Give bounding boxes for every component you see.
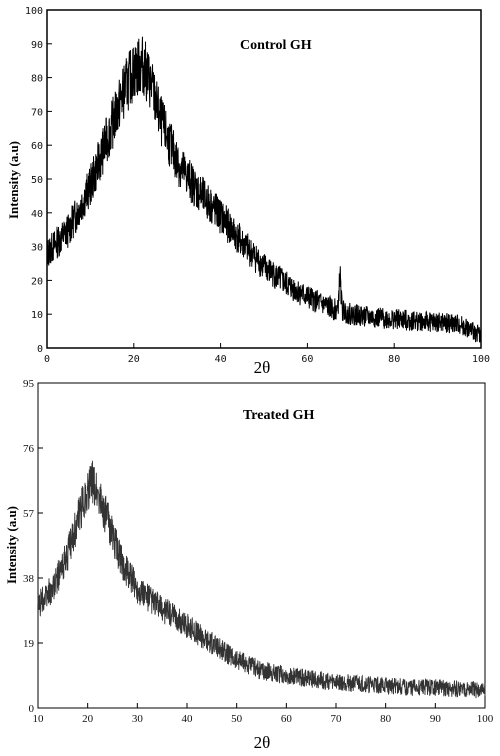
x-tick-label: 70	[331, 713, 343, 725]
x-tick-label: 0	[44, 354, 50, 365]
x-tick-label: 40	[215, 354, 227, 365]
axis-ticks: 10 20 30 40 50 60 70 80 90 100 0 19 38 57 76 95	[23, 378, 494, 725]
plot-frame	[46, 9, 482, 349]
y-tick-label: 50	[31, 175, 43, 186]
x-axis-title: 2θ	[254, 358, 271, 377]
y-axis-title: Intensity (a.u)	[6, 141, 21, 219]
x-tick-label: 20	[128, 354, 140, 365]
plot-frame	[37, 382, 486, 709]
x-tick-label: 80	[388, 354, 400, 365]
chart-treated-gh: 10 20 30 40 50 60 70 80 90 100 0 19 38 57 76 95 Treated…	[4, 378, 494, 752]
y-tick-label: 19	[23, 638, 35, 650]
y-tick-label: 30	[31, 243, 43, 254]
y-tick-label: 57	[23, 508, 35, 520]
y-tick-label: 40	[31, 209, 43, 220]
series-line	[37, 460, 486, 699]
x-tick-label: 50	[231, 713, 243, 725]
x-tick-label: 60	[281, 713, 293, 725]
x-axis-title: 2θ	[254, 733, 271, 752]
x-tick-label: 80	[380, 713, 392, 725]
y-tick-label: 10	[31, 310, 43, 321]
y-tick-label: 20	[31, 276, 43, 287]
x-tick-label: 20	[82, 713, 94, 725]
x-tick-label: 60	[301, 354, 313, 365]
x-tick-label: 40	[182, 713, 194, 725]
y-tick-label: 76	[23, 443, 35, 455]
series-line	[46, 36, 482, 343]
y-tick-label: 80	[31, 74, 43, 85]
y-tick-label: 0	[37, 344, 43, 355]
x-tick-label: 90	[430, 713, 442, 725]
y-axis-title: Intensity (a.u)	[4, 506, 19, 584]
y-tick-label: 0	[29, 703, 35, 715]
chart-control-gh: 0 20 40 60 80 100 0 10 20 30 40 50 60 70 80 90 100 Contr…	[6, 6, 490, 377]
chart-title: Control GH	[240, 38, 312, 53]
x-tick-label: 10	[33, 713, 45, 725]
y-tick-label: 70	[31, 107, 43, 118]
x-tick-label: 30	[132, 713, 144, 725]
y-tick-label: 95	[23, 378, 35, 390]
y-tick-label: 100	[25, 6, 43, 17]
y-tick-label: 60	[31, 141, 43, 152]
x-tick-label: 100	[477, 713, 494, 725]
chart-title: Treated GH	[243, 408, 315, 423]
y-tick-label: 38	[23, 573, 35, 585]
y-tick-label: 90	[31, 40, 43, 51]
x-tick-label: 100	[472, 354, 490, 365]
